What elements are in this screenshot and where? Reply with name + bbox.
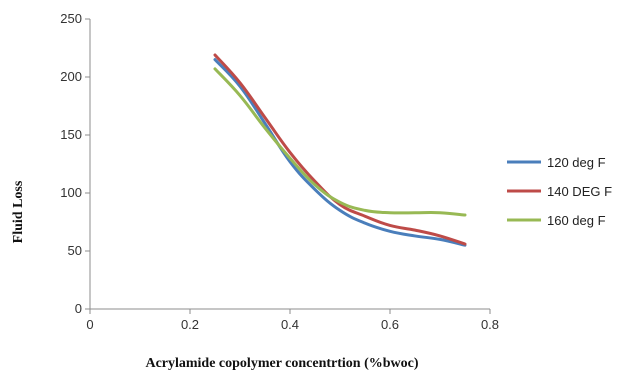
tick-labels: 0 50 100 150 200 250 0 0.2 0.4 0.6 0.8: [60, 11, 499, 332]
x-tick-label: 0.2: [181, 317, 199, 332]
legend-label-140-deg-f: 140 DEG F: [547, 184, 612, 199]
series-line-120-deg-f: [213, 58, 467, 247]
y-tick-label: 150: [60, 127, 82, 142]
y-tick-label: 0: [75, 301, 82, 316]
legend-label-160-deg-f: 160 deg F: [547, 213, 606, 228]
x-tick-label: 0.8: [481, 317, 499, 332]
series-line-160-deg-f: [213, 67, 467, 217]
y-tick-label: 50: [68, 243, 82, 258]
legend-label-120-deg-f: 120 deg F: [547, 155, 606, 170]
x-axis-title: Acrylamide copolymer concentrtion (%bwoc…: [145, 356, 418, 371]
legend: 120 deg F 140 DEG F 160 deg F: [507, 155, 612, 228]
series-line-140-deg-f: [213, 53, 467, 246]
series-lines: [213, 53, 467, 247]
x-tick-label: 0: [86, 317, 93, 332]
y-axis-title: Fluid Loss: [11, 180, 26, 243]
axes: [85, 18, 491, 314]
y-tick-label: 200: [60, 69, 82, 84]
x-tick-label: 0.4: [281, 317, 299, 332]
y-tick-label: 250: [60, 11, 82, 26]
x-tick-label: 0.6: [381, 317, 399, 332]
y-tick-label: 100: [60, 185, 82, 200]
